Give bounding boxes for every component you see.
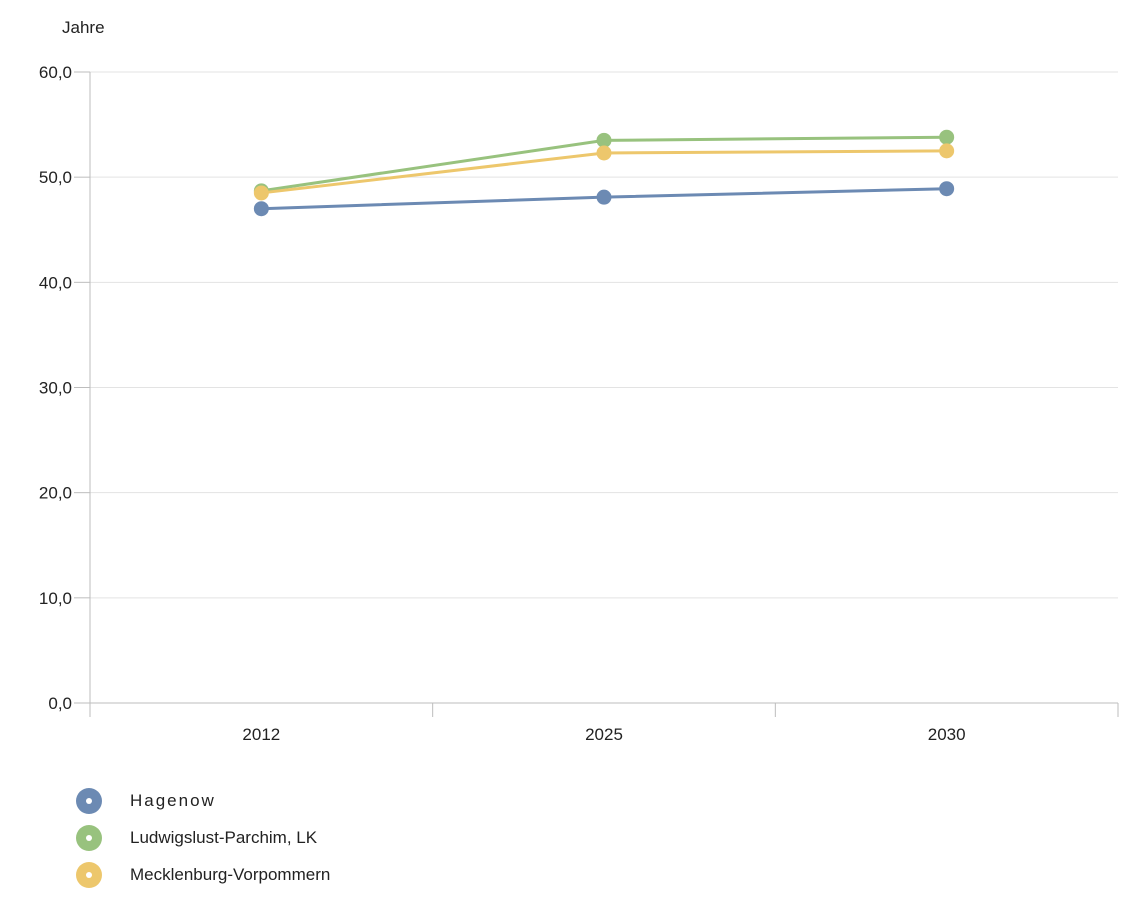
series-2 bbox=[253, 143, 955, 201]
x-tick-label: 2030 bbox=[928, 725, 966, 744]
legend-item-ludwigslust-parchim[interactable]: Ludwigslust-Parchim, LK bbox=[76, 819, 330, 856]
y-tick-labels: 0,0 10,0 20,0 30,0 40,0 50,0 60,0 bbox=[39, 63, 72, 713]
axes bbox=[74, 71, 1119, 717]
x-tick-labels: 2012 2025 2030 bbox=[242, 725, 965, 744]
series-lines bbox=[253, 129, 955, 217]
data-point[interactable] bbox=[939, 181, 955, 197]
y-tick-label: 0,0 bbox=[48, 694, 72, 713]
data-point[interactable] bbox=[596, 132, 612, 148]
y-tick-label: 60,0 bbox=[39, 63, 72, 82]
legend-marker bbox=[76, 787, 102, 814]
data-point[interactable] bbox=[939, 143, 955, 159]
data-point[interactable] bbox=[939, 129, 955, 145]
y-tick-label: 10,0 bbox=[39, 589, 72, 608]
y-tick-label: 20,0 bbox=[39, 484, 72, 503]
y-tick-label: 40,0 bbox=[39, 273, 72, 292]
legend-item-mecklenburg-vorpommern[interactable]: Mecklenburg-Vorpommern bbox=[76, 856, 330, 893]
legend-label: Mecklenburg-Vorpommern bbox=[130, 864, 331, 884]
series-0 bbox=[253, 181, 955, 217]
legend: Hagenow Ludwigslust-Parchim, LK Mecklenb… bbox=[76, 782, 330, 893]
y-tick-label: 30,0 bbox=[39, 379, 72, 398]
data-point[interactable] bbox=[596, 189, 612, 205]
gridlines bbox=[90, 71, 1118, 599]
y-tick-label: 50,0 bbox=[39, 168, 72, 187]
legend-marker bbox=[76, 824, 102, 851]
x-tick-label: 2012 bbox=[242, 725, 280, 744]
legend-label: Ludwigslust-Parchim, LK bbox=[130, 827, 318, 847]
data-point[interactable] bbox=[596, 145, 612, 161]
y-axis-label: Jahre bbox=[62, 18, 105, 37]
legend-label: Hagenow bbox=[130, 790, 216, 810]
x-tick-label: 2025 bbox=[585, 725, 623, 744]
data-point[interactable] bbox=[253, 185, 269, 201]
line-chart: Jahre 0,010,020,030,040,050,060,0 2012 20… bbox=[39, 18, 1119, 744]
series-1 bbox=[253, 129, 955, 199]
legend-marker bbox=[76, 861, 102, 888]
data-point[interactable] bbox=[253, 201, 269, 217]
legend-item-hagenow[interactable]: Hagenow bbox=[76, 782, 330, 819]
